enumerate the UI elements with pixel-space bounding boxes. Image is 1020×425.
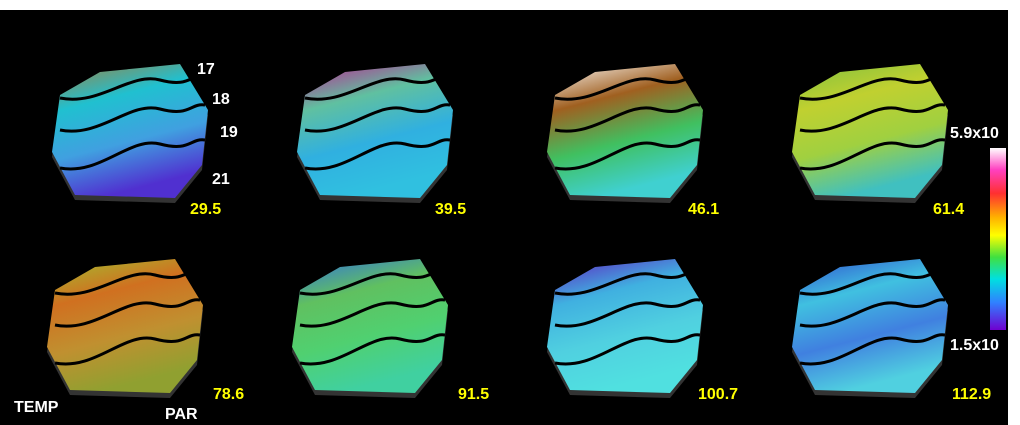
time-label: 61.4 [933, 201, 964, 218]
electrode-line [59, 138, 206, 171]
electrode-line [799, 74, 946, 101]
electrode-line [299, 269, 446, 296]
electrode-line [304, 103, 451, 133]
colorbar [990, 148, 1006, 330]
electrode-line [554, 269, 701, 296]
electrode-label: 19 [220, 124, 238, 141]
time-label: 39.5 [435, 201, 466, 218]
electrode-label: 18 [212, 91, 230, 108]
time-label: 78.6 [213, 386, 244, 403]
electrode-line [799, 269, 946, 296]
electrode-line [799, 103, 946, 133]
time-label: 100.7 [698, 386, 738, 403]
electrode-line [799, 333, 946, 366]
electrode-line [304, 138, 451, 171]
electrode-line [54, 269, 201, 296]
colorbar-min: 1.5x10 [950, 337, 999, 354]
electrode-line [554, 138, 701, 171]
time-label: 29.5 [190, 201, 221, 218]
time-label: 91.5 [458, 386, 489, 403]
electrode-line [54, 298, 201, 328]
electrode-line [299, 298, 446, 328]
electrode-line [54, 333, 201, 366]
electrode-line [59, 74, 206, 101]
electrode-line [799, 298, 946, 328]
electrode-line [554, 333, 701, 366]
electrode-line [554, 298, 701, 328]
time-label: 112.9 [952, 386, 991, 403]
electrode-label: 21 [212, 171, 230, 188]
colorbar-max: 5.9x10 [950, 125, 999, 142]
time-label: 46.1 [688, 201, 719, 218]
electrode-line [304, 74, 451, 101]
electrode-label: 17 [197, 61, 215, 78]
electrode-line [799, 138, 946, 171]
panels: 29.5 39.5 46.1 61.4 78.6 91.5 100.7 112.9 [47, 64, 991, 403]
electrode-line [554, 103, 701, 133]
electrode-line [59, 103, 206, 133]
orientation-label: TEMP [14, 399, 59, 416]
electrode-line [554, 74, 701, 101]
electrode-line [299, 333, 446, 366]
orientation-label: PAR [165, 406, 198, 423]
